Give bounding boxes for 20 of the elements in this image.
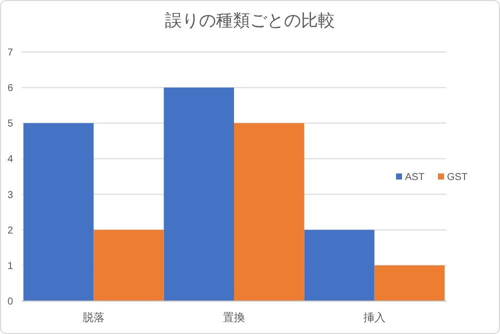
x-tick-label: 挿入 (363, 311, 386, 324)
y-tick-label: 6 (7, 83, 14, 94)
bar (164, 88, 234, 301)
x-tick-label: 脱落 (82, 311, 105, 324)
legend-label: GST (447, 172, 468, 183)
y-tick-label: 3 (7, 190, 14, 201)
y-tick-label: 0 (7, 296, 14, 308)
legend-label: AST (405, 172, 424, 183)
bar (374, 265, 445, 301)
y-tick-label: 4 (7, 154, 14, 166)
bar (234, 123, 304, 301)
y-tick-label: 5 (7, 118, 14, 130)
y-tick-label: 1 (7, 260, 14, 272)
y-tick-label: 7 (7, 48, 14, 58)
bar (23, 123, 94, 301)
chart-title: 誤りの種類ごとの比較 (165, 11, 335, 30)
y-tick-label: 2 (7, 225, 14, 236)
bar (304, 230, 374, 301)
x-tick-label: 置換 (223, 312, 245, 324)
bar (94, 230, 164, 301)
